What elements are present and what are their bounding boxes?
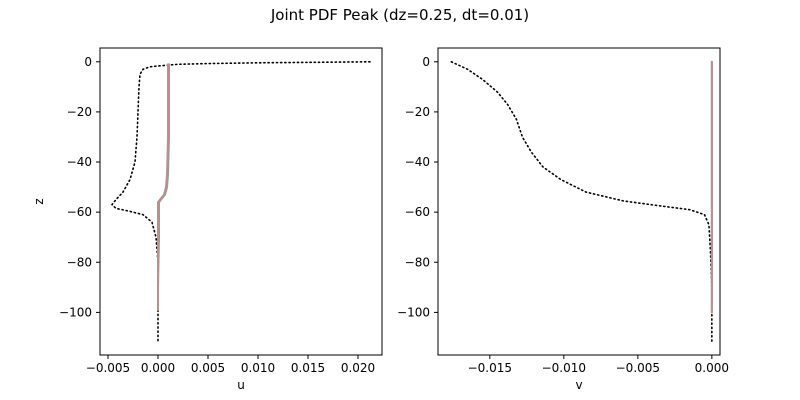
x-tick-label: −0.005 [616,361,660,375]
y-tick-label: −100 [397,305,430,319]
series-group [450,60,713,344]
axes-frame [99,47,383,356]
panel-u: −0.005 0.000 0.005 0.010 0.015 0.020 0 −20 −40 −6… [32,47,383,392]
dotted-profile-line [111,60,371,344]
x-tick-label: 0.020 [341,361,375,375]
panel-v: −0.015 −0.010 −0.005 0.000 0 −20 −40 −60 −80 −100… [397,47,729,392]
series-group [111,60,371,344]
y-tick-label: −20 [67,105,92,119]
x-axis-label: v [575,378,582,392]
x-tick-label: 0.000 [695,361,729,375]
y-tick-label: −80 [405,255,430,269]
x-tick-label: −0.010 [542,361,586,375]
x-tick-label: 0.005 [191,361,225,375]
x-tick-label: 0.015 [291,361,325,375]
y-tick-label: 0 [422,55,430,69]
y-tick-label: −60 [67,205,92,219]
x-tick-label: −0.005 [86,361,130,375]
y-tick-label: −60 [405,205,430,219]
x-tick-label: 0.000 [141,361,175,375]
solid-profile-line [157,63,169,311]
y-tick-label: −20 [405,105,430,119]
y-tick-label: −40 [67,155,92,169]
y-tick-label: −80 [67,255,92,269]
dotted-profile-line [450,60,713,344]
y-tick-label: −40 [405,155,430,169]
y-tick-label: 0 [84,55,92,69]
figure-title: Joint PDF Peak (dz=0.25, dt=0.01) [270,6,529,24]
x-axis-label: u [237,378,245,392]
x-tick-label: 0.010 [241,361,275,375]
y-axis-label: z [32,198,46,204]
y-tick-label: −100 [59,305,92,319]
axes-frame [437,47,721,356]
x-tick-label: −0.015 [468,361,512,375]
